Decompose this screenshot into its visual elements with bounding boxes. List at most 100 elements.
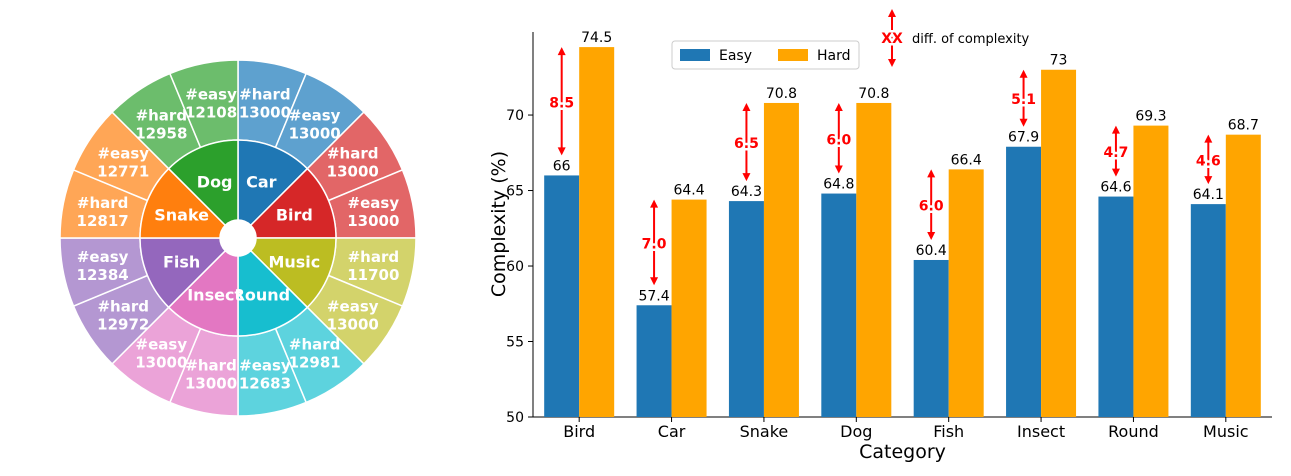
- outer-segment-name: #hard: [289, 336, 341, 354]
- inner-segment-label: Insect: [187, 285, 242, 304]
- x-tick-label: Insect: [1017, 422, 1065, 441]
- difference-label: 4.6: [1196, 153, 1221, 169]
- arrow-head-down: [927, 231, 936, 240]
- outer-segment-name: #hard: [185, 356, 237, 374]
- difference-label: 6.5: [734, 136, 759, 152]
- bar-hard: [1041, 69, 1077, 418]
- inner-ring-segment: [167, 249, 239, 337]
- outer-segment-value: 12683: [239, 374, 291, 392]
- difference-arrow: [650, 199, 659, 286]
- arrow-head-down: [650, 277, 659, 286]
- legend-label-hard: Hard: [817, 48, 851, 64]
- bar-easy: [728, 201, 764, 417]
- bar-hard: [671, 199, 707, 417]
- y-tick-label: 70: [506, 108, 524, 124]
- outer-segment-value: 13000: [327, 162, 379, 180]
- bar-hard: [579, 47, 615, 418]
- arrow-head-down: [888, 59, 896, 67]
- bar-easy: [544, 175, 580, 417]
- inner-ring-segment: [249, 237, 337, 309]
- legend-swatch-easy: [680, 49, 710, 61]
- x-tick-label: Fish: [933, 422, 964, 441]
- annotation-symbol: XX: [881, 31, 903, 47]
- outer-segment-name: #easy: [239, 356, 291, 374]
- bar-value-label: 64.1: [1193, 187, 1224, 203]
- bar-value-label: 57.4: [638, 288, 669, 304]
- inner-ring-segment: [139, 167, 227, 239]
- bar-value-label: 70.8: [858, 86, 889, 102]
- outer-segment-value: 12972: [97, 316, 149, 334]
- arrow-head-up: [1204, 134, 1213, 143]
- bar-hard: [763, 102, 799, 417]
- bar-value-label: 68.7: [1228, 118, 1259, 134]
- bar-value-label: 64.3: [731, 184, 762, 200]
- inner-ring-segment: [249, 167, 337, 239]
- outer-segment-name: #easy: [289, 106, 341, 124]
- bar-easy: [913, 259, 949, 417]
- bar-value-label: 69.3: [1135, 109, 1166, 125]
- x-tick-label: Round: [1108, 422, 1159, 441]
- y-tick-label: 65: [506, 184, 524, 200]
- arrow-head-up: [888, 9, 896, 17]
- x-tick-label: Bird: [563, 422, 595, 441]
- inner-segment-label: Fish: [163, 252, 200, 271]
- difference-arrow: [1204, 134, 1213, 185]
- outer-segment-value: 12108: [185, 104, 237, 122]
- arrow-head-up: [1111, 125, 1120, 134]
- inner-segment-label: Snake: [154, 206, 209, 225]
- bar-value-label: 64.8: [823, 177, 854, 193]
- outer-segment-name: #easy: [185, 86, 237, 104]
- difference-label: 7.0: [642, 236, 667, 252]
- bar-value-label: 66: [553, 158, 571, 174]
- bar-value-label: 67.9: [1008, 130, 1039, 146]
- legend-swatch-hard: [778, 49, 808, 61]
- bar-hard: [1133, 125, 1169, 417]
- sunburst-chart: #hard13000#easy13000#hard13000#easy13000…: [59, 59, 417, 417]
- annotation-text: diff. of complexity: [912, 32, 1030, 47]
- difference-arrow: [927, 169, 936, 240]
- bar-easy: [1098, 196, 1134, 417]
- annotation-arrow: [888, 9, 896, 67]
- difference-label: 6.0: [826, 132, 851, 148]
- bar-hard: [1225, 134, 1261, 417]
- x-tick-label: Music: [1203, 422, 1249, 441]
- outer-segment-value: 13000: [185, 374, 237, 392]
- outer-segment-value: 13000: [135, 354, 187, 372]
- legend-label-easy: Easy: [719, 48, 752, 64]
- inner-segment-label: Bird: [276, 206, 313, 225]
- inner-ring-segment: [167, 139, 239, 227]
- outer-segment-name: #hard: [77, 194, 129, 212]
- legend: Easy Hard: [671, 40, 860, 70]
- bar-easy: [636, 305, 672, 417]
- outer-segment-value: 12771: [97, 162, 149, 180]
- bar-value-label: 66.4: [951, 152, 982, 168]
- bar-easy: [1190, 204, 1226, 417]
- arrow-head-down: [1204, 176, 1213, 185]
- difference-arrow: [742, 102, 751, 182]
- arrow-head-down: [1111, 168, 1120, 177]
- difference-label: 5.1: [1011, 92, 1036, 108]
- outer-segment-name: #easy: [327, 298, 379, 316]
- outer-segment-name: #easy: [348, 194, 400, 212]
- difference-label: 4.7: [1104, 145, 1129, 161]
- outer-segment-value: 12981: [289, 354, 341, 372]
- outer-segment-name: #easy: [77, 248, 129, 266]
- y-tick-label: 60: [506, 259, 524, 275]
- outer-segment-value: 13000: [347, 212, 399, 230]
- outer-segment-name: #hard: [327, 144, 379, 162]
- arrow-head-up: [650, 199, 659, 208]
- x-axis-label: Category: [859, 441, 946, 463]
- y-tick-label: 50: [506, 410, 524, 426]
- outer-segment-name: #hard: [136, 106, 188, 124]
- inner-segment-label: Dog: [197, 173, 233, 192]
- bar-value-label: 74.5: [581, 30, 612, 46]
- x-tick-label: Dog: [840, 422, 872, 441]
- arrow-head-up: [742, 102, 751, 111]
- arrow-head-down: [557, 147, 566, 156]
- difference-label: 8.5: [549, 95, 574, 111]
- outer-segment-value: 13000: [327, 316, 379, 334]
- x-tick-label: Car: [658, 422, 686, 441]
- bar-value-label: 70.8: [766, 86, 797, 102]
- outer-segment-name: #hard: [348, 248, 400, 266]
